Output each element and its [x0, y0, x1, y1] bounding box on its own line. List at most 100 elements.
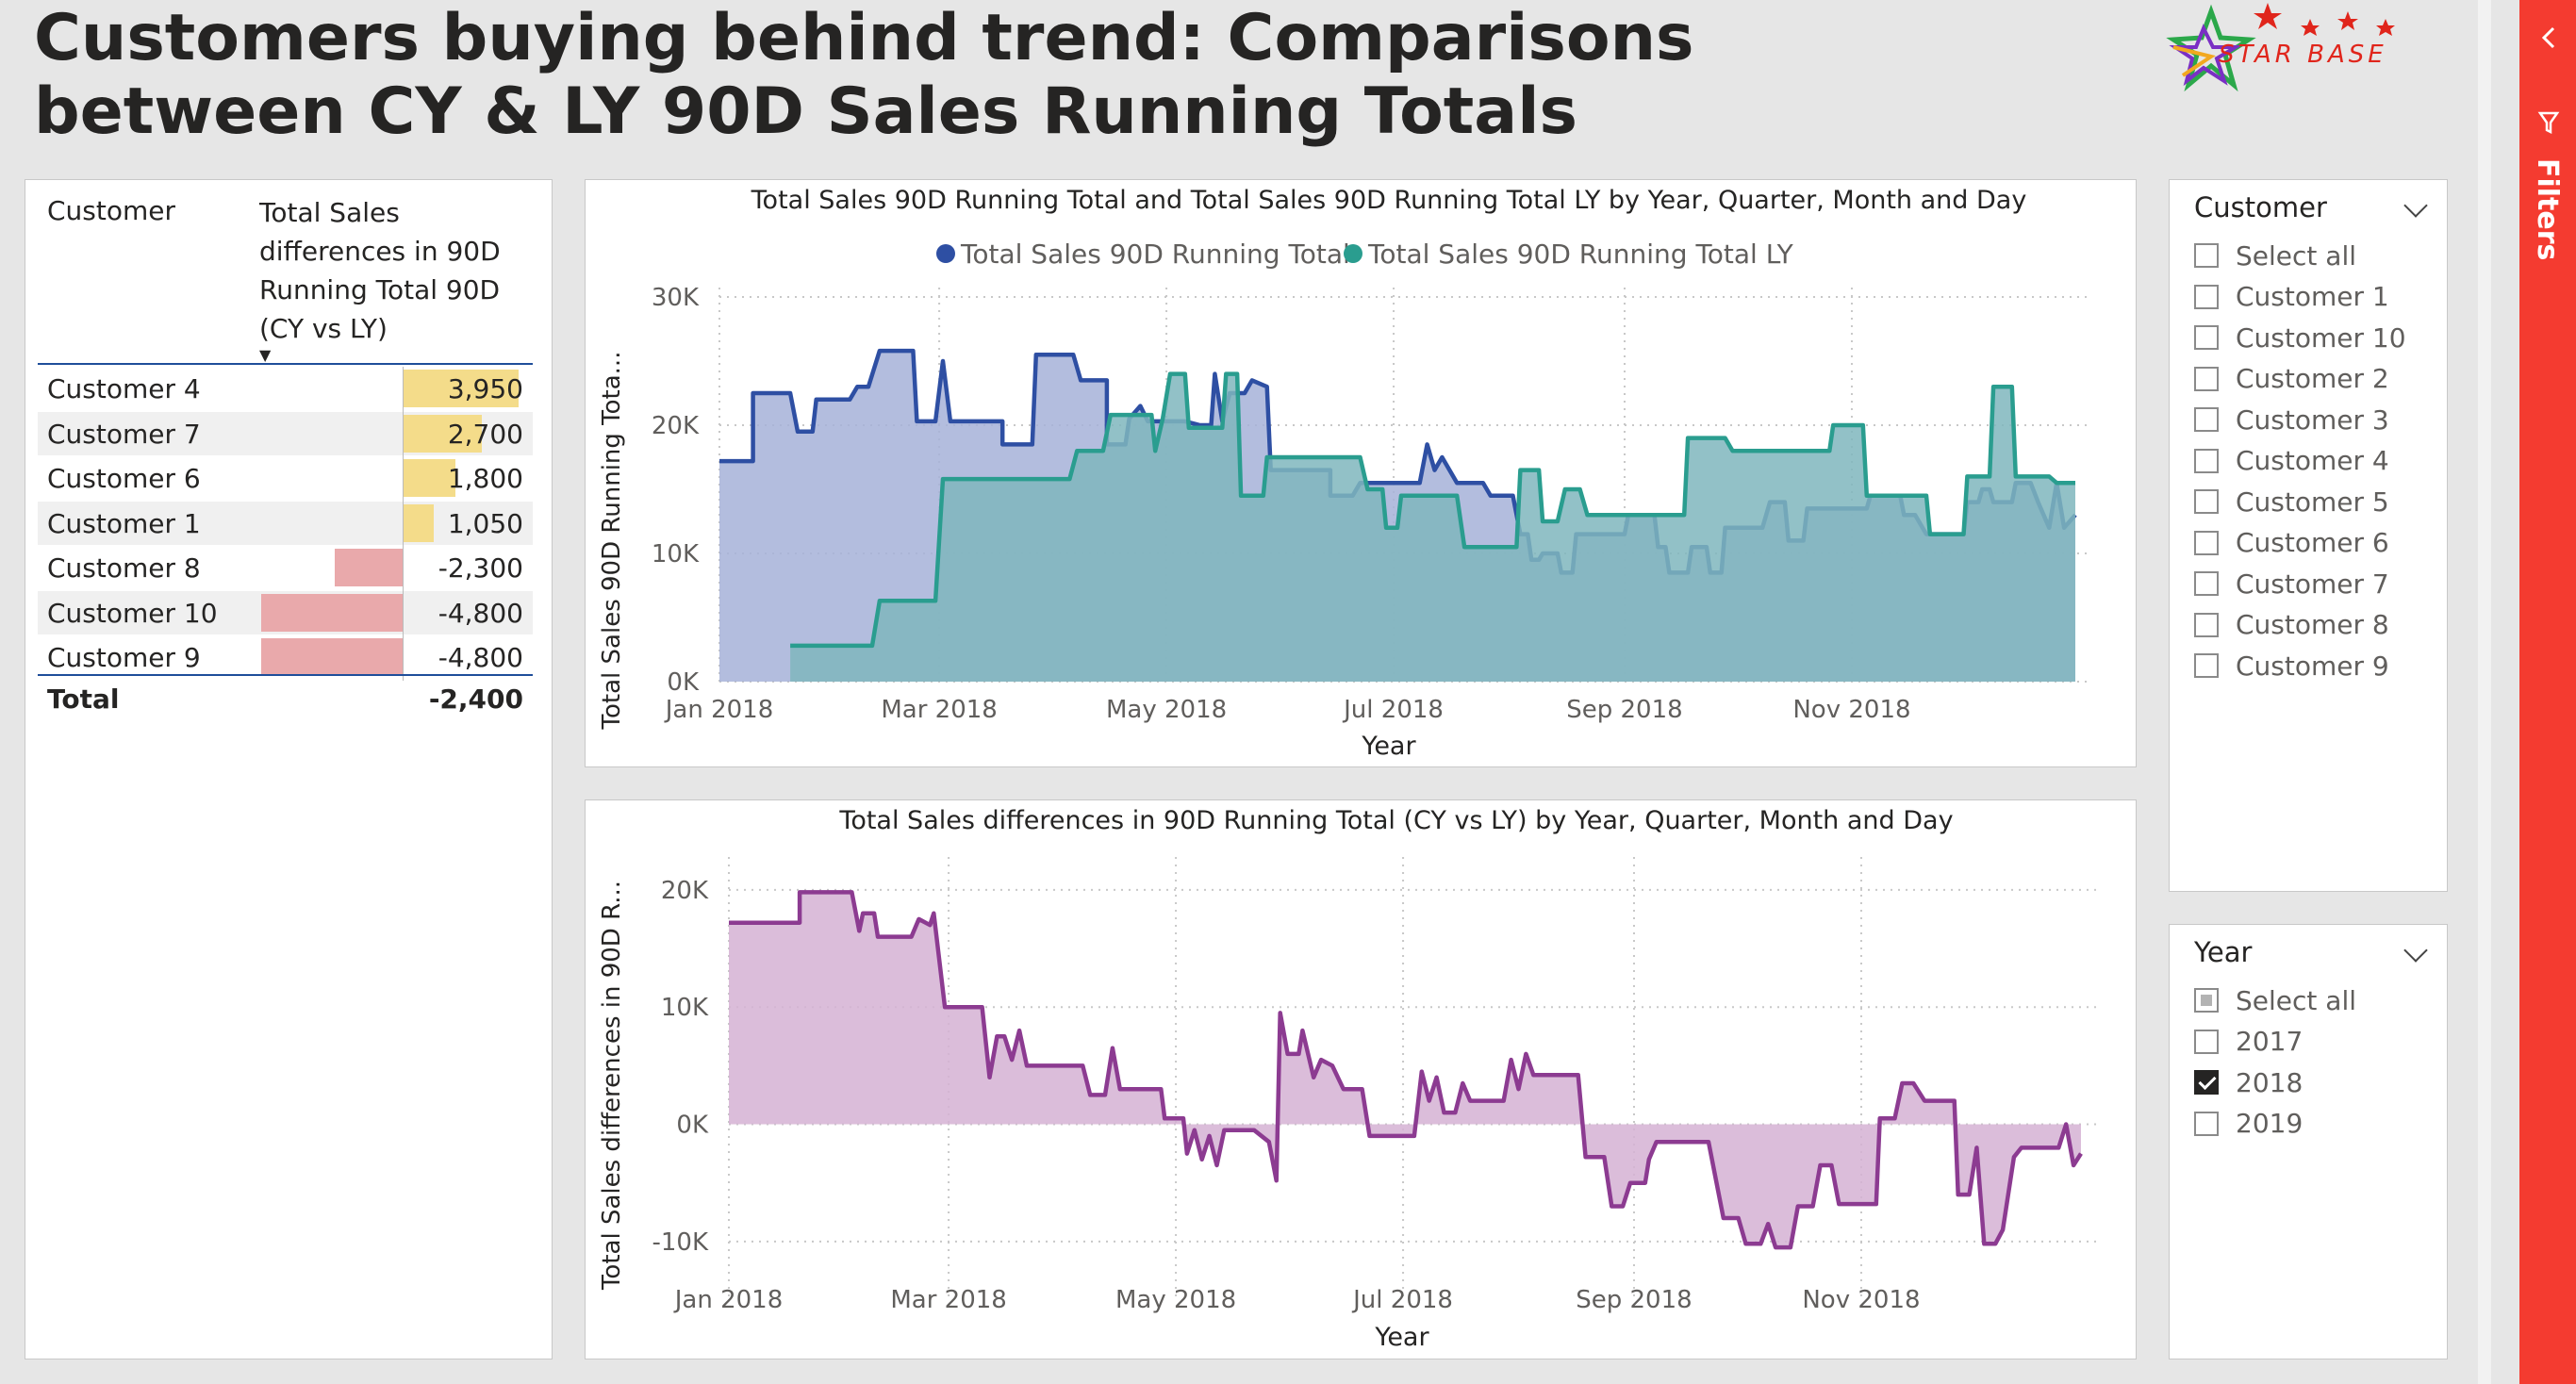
legend-label[interactable]: Total Sales 90D Running Total LY — [1367, 239, 1794, 270]
matrix-row-customer: Customer 6 — [47, 463, 201, 494]
chart-areas[interactable] — [729, 890, 2083, 1250]
checkbox[interactable] — [2194, 489, 2219, 514]
slicer-item-label: Customer 1 — [2236, 281, 2389, 312]
series-line[interactable] — [729, 890, 2083, 1250]
matrix-data-bar — [403, 459, 456, 497]
customer-slicer-header: Customer — [2194, 191, 2327, 223]
matrix-data-bar — [403, 414, 483, 453]
filter-icon — [2537, 111, 2560, 135]
checkbox[interactable] — [2194, 284, 2219, 309]
collapse-chevron-icon[interactable] — [2541, 26, 2555, 49]
y-axis-title: Total Sales 90D Running Tota... — [598, 352, 626, 731]
slicer-item-label: Customer 3 — [2236, 404, 2389, 436]
year-slicer-item[interactable]: 2018 — [2194, 1063, 2303, 1101]
customer-slicer-item[interactable]: Customer 6 — [2194, 524, 2389, 562]
matrix-row-customer: Customer 4 — [47, 373, 201, 404]
chart-title: Total Sales 90D Running Total and Total … — [751, 186, 2027, 215]
differences-chart[interactable]: Total Sales differences in 90D Running T… — [585, 799, 2137, 1359]
matrix-row-value: 3,950 — [447, 373, 523, 404]
year-slicer-header: Year — [2194, 936, 2253, 968]
customer-slicer-item[interactable]: Customer 9 — [2194, 647, 2389, 684]
legend-marker — [1344, 244, 1362, 263]
checkbox[interactable] — [2194, 988, 2219, 1013]
checkbox[interactable] — [2194, 530, 2219, 555]
matrix-header-differences[interactable]: Total Sales differences in 90D Running T… — [259, 193, 501, 348]
legend-label[interactable]: Total Sales 90D Running Total — [960, 239, 1350, 270]
checkbox[interactable] — [2194, 325, 2219, 350]
x-tick-label: Jul 2018 — [1351, 1286, 1453, 1314]
checkbox[interactable] — [2194, 448, 2219, 473]
sort-descending-icon[interactable]: ▼ — [259, 346, 272, 364]
customer-slicer-item[interactable]: Customer 1 — [2194, 278, 2389, 316]
y-tick-label: 30K — [652, 284, 700, 312]
x-tick-label: May 2018 — [1115, 1286, 1236, 1314]
chart-legend[interactable]: Total Sales 90D Running Total Total Sales… — [936, 239, 1794, 270]
matrix-row-customer: Customer 9 — [47, 642, 201, 673]
matrix-header-line: differences in 90D — [259, 236, 501, 267]
customer-slicer-item[interactable]: Customer 3 — [2194, 401, 2389, 438]
x-axis-title: Year — [1361, 732, 1416, 761]
x-tick-label: Mar 2018 — [890, 1286, 1007, 1314]
checkbox[interactable] — [2194, 366, 2219, 391]
slicer-item-label: Customer 5 — [2236, 486, 2389, 518]
matrix-bar-axis — [403, 367, 404, 681]
customer-slicer[interactable]: Customer Select all Customer 1 Customer 10… — [2169, 179, 2448, 892]
filters-pane[interactable]: Filters — [2519, 0, 2576, 1384]
checkbox[interactable] — [2194, 1111, 2219, 1136]
matrix-data-bar — [261, 593, 403, 632]
canvas-scrollbar[interactable] — [2478, 0, 2491, 1384]
matrix-row-value: 2,700 — [447, 418, 523, 450]
x-tick-label: Jul 2018 — [1342, 696, 1444, 724]
checkbox[interactable] — [2194, 243, 2219, 268]
customer-slicer-item[interactable]: Customer 4 — [2194, 442, 2389, 480]
customer-slicer-item[interactable]: Customer 8 — [2194, 606, 2389, 644]
matrix-data-bar — [261, 638, 403, 676]
matrix-data-bar — [335, 549, 403, 586]
matrix-row-value: 1,050 — [447, 507, 523, 539]
y-tick-label: -10K — [652, 1228, 708, 1257]
x-tick-label: Jan 2018 — [664, 696, 774, 724]
chevron-down-icon[interactable] — [2403, 193, 2428, 218]
running-total-chart[interactable]: Total Sales 90D Running Total and Total … — [585, 179, 2137, 767]
slicer-item-label: Select all — [2236, 239, 2356, 272]
page-title-line-2: between CY & LY 90D Sales Running Totals — [34, 74, 1577, 149]
checkbox[interactable] — [2194, 1029, 2219, 1054]
matrix-row-value: 1,800 — [447, 463, 523, 494]
series-area[interactable] — [729, 892, 2081, 1248]
year-slicer[interactable]: Year Select all 2017 2018 2019 — [2169, 924, 2448, 1359]
customer-slicer-item[interactable]: Customer 5 — [2194, 483, 2389, 520]
checkbox[interactable] — [2194, 407, 2219, 432]
filters-label[interactable]: Filters — [2531, 158, 2564, 261]
checkbox[interactable] — [2194, 571, 2219, 596]
slicer-item-label: Customer 6 — [2236, 527, 2389, 558]
matrix-header-line: (CY vs LY) — [259, 313, 388, 344]
slicer-item-label: Customer 7 — [2236, 568, 2389, 600]
year-slicer-item[interactable]: 2019 — [2194, 1105, 2303, 1143]
matrix-row[interactable] — [38, 501, 533, 545]
matrix-visual[interactable]: Customer Total Sales differences in 90D … — [25, 179, 553, 1359]
slicer-item-label: Customer 9 — [2236, 650, 2389, 682]
chevron-down-icon[interactable] — [2403, 938, 2428, 963]
x-tick-label: Mar 2018 — [881, 696, 998, 724]
x-axis-title: Year — [1374, 1323, 1429, 1352]
x-tick-label: Sep 2018 — [1566, 696, 1682, 724]
checkbox[interactable] — [2194, 612, 2219, 637]
checkbox[interactable] — [2194, 653, 2219, 678]
matrix-total-label: Total — [47, 684, 120, 715]
y-tick-label: 0K — [676, 1112, 709, 1140]
year-slicer-item[interactable]: 2017 — [2194, 1023, 2303, 1061]
customer-slicer-item[interactable]: Customer 10 — [2194, 319, 2406, 356]
slicer-item-label: 2019 — [2236, 1108, 2304, 1139]
customer-slicer-item[interactable]: Customer 2 — [2194, 360, 2389, 398]
x-tick-label: Sep 2018 — [1576, 1286, 1692, 1314]
chart-axes: -10K 0K 10K 20K Jan 2018 Mar 2018 May 2018 Jul … — [652, 877, 1920, 1314]
year-slicer-item[interactable]: Select all — [2194, 981, 2356, 1019]
customer-slicer-item[interactable]: Customer 7 — [2194, 565, 2389, 602]
checkbox[interactable] — [2194, 1070, 2219, 1095]
series-line[interactable] — [790, 371, 2075, 649]
matrix-total-divider — [38, 674, 533, 676]
customer-slicer-item[interactable]: Select all — [2194, 237, 2356, 274]
chart-areas[interactable] — [719, 348, 2077, 682]
y-tick-label: 10K — [652, 540, 700, 568]
matrix-header-customer[interactable]: Customer — [47, 195, 176, 226]
